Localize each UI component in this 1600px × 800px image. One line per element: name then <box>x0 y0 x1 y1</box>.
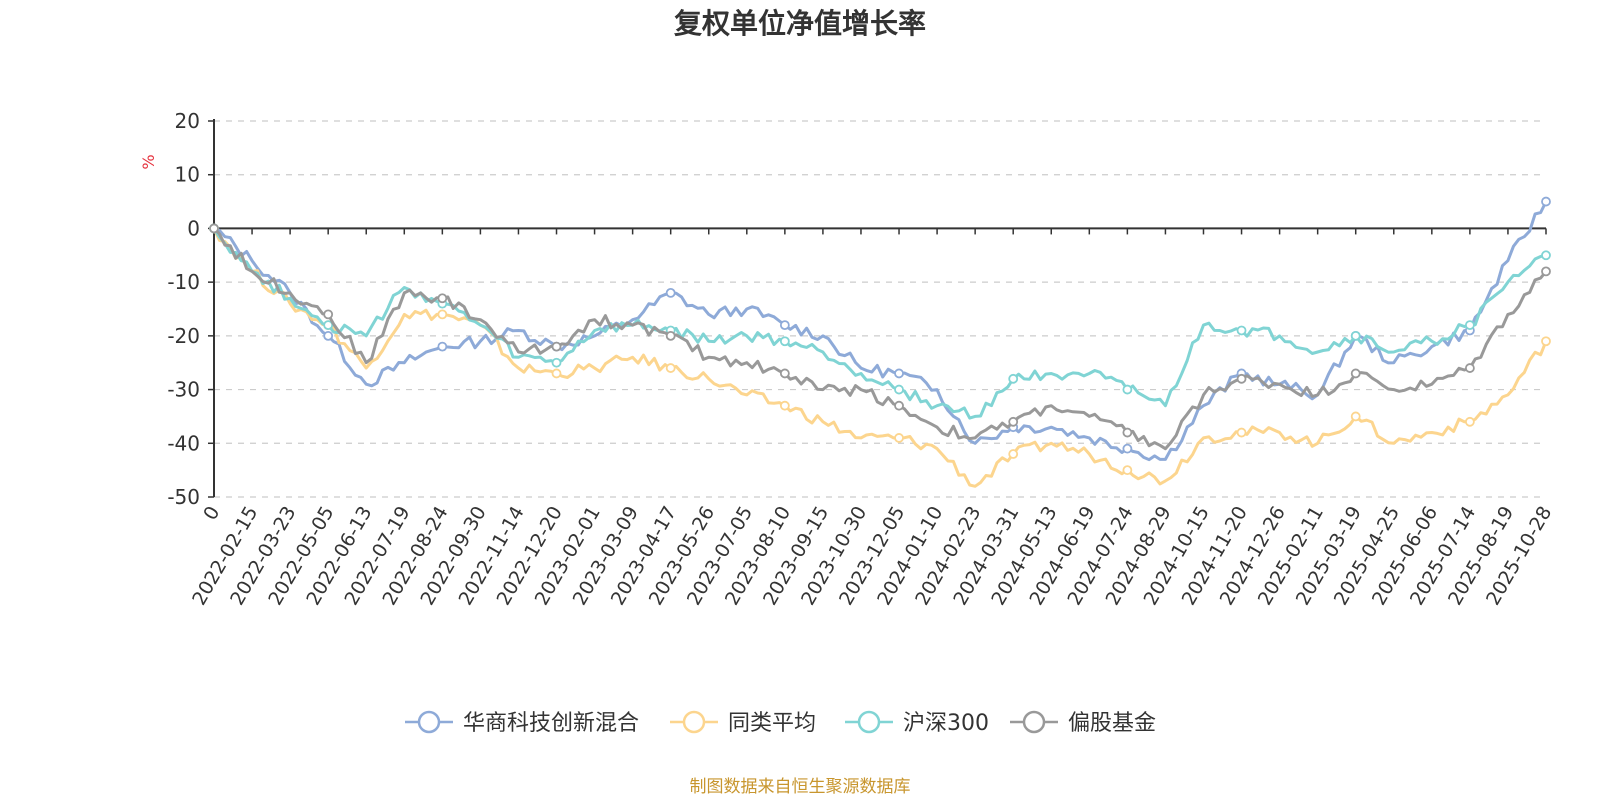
legend-label: 同类平均 <box>728 711 816 736</box>
data-point <box>209 223 219 234</box>
data-point <box>1008 449 1019 459</box>
data-source-note: 制图数据来自恒生聚源数据库 <box>690 777 911 797</box>
data-point <box>1541 336 1551 347</box>
data-point <box>665 330 676 341</box>
series-line <box>212 227 1548 451</box>
data-point <box>1350 368 1361 379</box>
data-point <box>1464 363 1475 373</box>
data-point <box>437 309 448 320</box>
y-tick-label: -30 <box>167 378 200 402</box>
data-point <box>779 336 790 347</box>
legend-marker-icon <box>417 710 441 734</box>
legend-marker-icon <box>1022 710 1046 734</box>
data-point <box>1541 250 1551 261</box>
legend-item[interactable]: 同类平均 <box>670 710 816 736</box>
chart-title: 复权单位净值增长率 <box>674 7 926 40</box>
axes <box>208 119 1547 498</box>
y-tick-labels: 20 10 0 -10 -20 -30 -40 -50 <box>167 109 200 509</box>
legend-item[interactable]: 偏股基金 <box>1010 710 1156 736</box>
y-tick-label: -20 <box>167 324 200 348</box>
series-lines <box>209 196 1551 488</box>
data-point <box>437 293 448 304</box>
data-point <box>665 287 676 298</box>
grid-lines <box>214 120 1546 498</box>
legend-label: 偏股基金 <box>1068 711 1156 736</box>
data-point <box>323 309 334 320</box>
series-line <box>212 227 1548 488</box>
data-point <box>894 368 904 379</box>
data-point <box>665 363 676 373</box>
data-point <box>551 341 562 352</box>
data-point <box>551 357 562 368</box>
y-tick-label: 10 <box>175 163 200 187</box>
y-tick-label: -50 <box>167 485 200 509</box>
data-point <box>1236 373 1247 384</box>
y-axis-unit: % <box>139 154 158 169</box>
data-point <box>1236 427 1247 438</box>
x-tick-label: 0 <box>199 503 224 524</box>
data-point <box>1541 196 1551 207</box>
data-point <box>779 320 790 331</box>
data-point <box>894 384 904 395</box>
data-point <box>1464 416 1475 427</box>
data-point <box>1122 427 1133 438</box>
data-point <box>323 330 334 341</box>
data-point <box>437 341 448 352</box>
y-tick-label: -40 <box>167 431 200 455</box>
legend[interactable]: 华商科技创新混合 同类平均 沪深300 偏股基金 <box>405 710 1156 736</box>
data-point <box>1122 384 1133 395</box>
data-point <box>1541 266 1551 277</box>
y-tick-label: 0 <box>187 216 200 240</box>
data-point <box>1350 411 1361 422</box>
data-point <box>1008 373 1019 384</box>
legend-label: 华商科技创新混合 <box>463 711 639 736</box>
data-point <box>894 433 904 443</box>
data-point <box>779 368 790 379</box>
legend-marker-icon <box>857 710 881 734</box>
legend-marker-icon <box>682 710 706 734</box>
x-tick-labels: 02022-02-152022-03-232022-05-052022-06-1… <box>188 502 1556 609</box>
legend-item[interactable]: 沪深300 <box>845 710 989 736</box>
y-tick-label: 20 <box>175 109 200 133</box>
data-point <box>1008 416 1019 427</box>
y-tick-label: -10 <box>167 270 200 294</box>
data-point <box>1122 443 1133 454</box>
data-point <box>551 368 562 379</box>
data-point <box>323 320 334 331</box>
data-point <box>1350 330 1361 341</box>
legend-label: 沪深300 <box>903 711 989 736</box>
data-point <box>1122 465 1133 476</box>
series-line <box>213 200 1548 462</box>
data-point <box>1464 320 1475 331</box>
series-line <box>212 227 1547 420</box>
legend-item[interactable]: 华商科技创新混合 <box>405 710 639 736</box>
data-point <box>894 400 904 411</box>
data-point <box>1236 325 1247 336</box>
data-point <box>779 400 790 411</box>
